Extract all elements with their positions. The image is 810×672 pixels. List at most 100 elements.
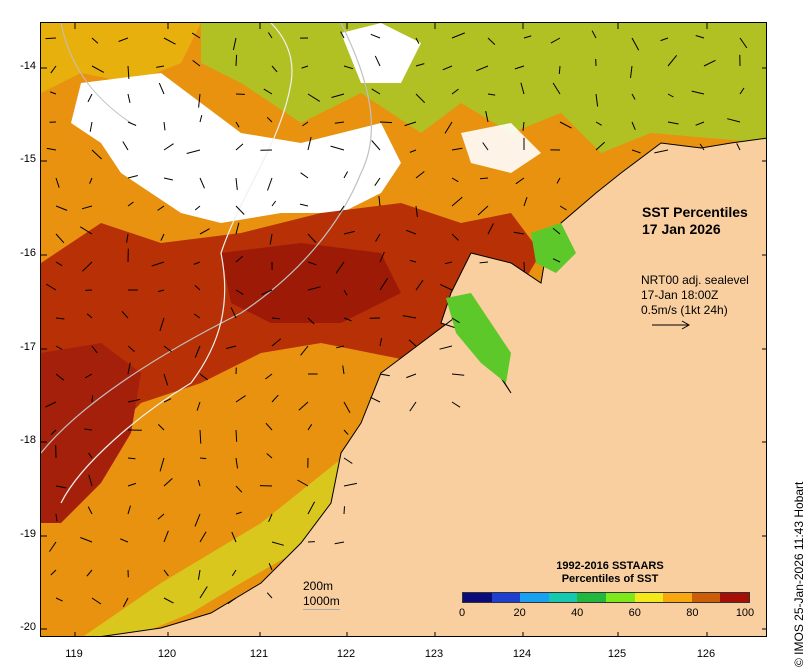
current-vector-arrow (271, 200, 277, 207)
current-vector-arrow (91, 37, 99, 44)
current-vector-arrow (415, 171, 425, 179)
current-vector-arrow (55, 205, 68, 211)
current-vector-arrow (415, 93, 426, 104)
current-vector-arrow (654, 149, 669, 154)
current-vector-arrow (334, 121, 345, 124)
current-vector-arrow (122, 597, 129, 608)
current-vector-arrow (199, 586, 208, 599)
contour-1000m (41, 23, 372, 454)
current-vector-arrow (595, 93, 599, 107)
cloud-mask (71, 73, 401, 223)
current-vector-arrow (514, 65, 525, 70)
current-vector-arrow (379, 278, 389, 291)
cloud-mask-east (461, 123, 541, 173)
current-vector-arrow (307, 424, 313, 431)
current-vector-arrow (631, 93, 636, 100)
current-vector-arrow (50, 65, 57, 74)
current-vector-arrow (300, 345, 309, 356)
current-vector-arrow (235, 429, 238, 442)
current-vector-arrow (727, 118, 741, 123)
current-vector-arrow (699, 143, 705, 151)
current-vector-arrow (334, 541, 345, 545)
sst-percentile-map (41, 23, 766, 636)
map-title: SST Percentiles 17 Jan 2026 (642, 204, 748, 238)
contour-200-label: 200m (303, 579, 334, 593)
colorbar-segment (548, 593, 578, 602)
colorbar-segment (491, 593, 521, 602)
lon-label: 122 (336, 648, 356, 660)
current-vector-arrow (80, 226, 93, 235)
current-vector-arrow (199, 177, 205, 189)
current-vector-arrow (50, 91, 57, 95)
current-vector-arrow (667, 54, 678, 67)
current-vector-arrow (193, 261, 201, 265)
current-vector-arrow (265, 373, 273, 380)
current-vector-arrow (513, 231, 525, 235)
current-vector-arrow (301, 65, 309, 69)
current-vector-arrow (343, 482, 357, 487)
current-vector-arrow (230, 307, 237, 319)
current-vector-arrow (194, 345, 201, 358)
current-vector-arrow (227, 597, 237, 605)
current-vector-arrow (451, 233, 459, 241)
current-vector-arrow (409, 149, 417, 153)
current-vector-arrow (158, 289, 165, 293)
current-vector-arrow (157, 424, 165, 431)
current-vector-arrow (194, 285, 201, 291)
current-vector-arrow (370, 396, 381, 403)
current-vector-arrow (451, 147, 463, 151)
inlet-region (531, 223, 576, 273)
current-vector-arrow (197, 479, 201, 487)
current-vector-arrow (477, 205, 489, 216)
current-vector-arrow (558, 65, 561, 74)
current-vector-arrow (703, 59, 716, 67)
current-vector-arrow (261, 289, 273, 296)
current-vector-arrow (451, 373, 465, 376)
current-vector-arrow (55, 513, 58, 522)
current-vector-arrow (406, 373, 417, 379)
colorbar-segment (463, 593, 492, 602)
current-vector-arrow (307, 317, 315, 325)
current-vector-arrow (302, 121, 309, 127)
current-vector-arrow (439, 283, 453, 291)
current-vector-arrow (46, 147, 57, 151)
current-vector-arrow (198, 93, 201, 108)
current-vector-arrow (343, 317, 352, 322)
current-vector-arrow (307, 233, 317, 243)
current-vector-arrow (415, 279, 424, 291)
current-vector-arrow (343, 289, 348, 296)
contour-north (60, 23, 132, 124)
current-vector-arrow (595, 141, 606, 151)
current-vector-arrow (335, 261, 345, 274)
yellow-sst-region (41, 23, 201, 93)
current-vector-arrow (695, 121, 705, 126)
current-vector-arrow (476, 65, 489, 72)
current-vector-arrow (263, 88, 273, 95)
current-vector-arrow (186, 149, 201, 154)
current-vector-arrow (163, 398, 172, 403)
current-vector-arrow (89, 121, 93, 132)
current-vector-arrow (55, 233, 65, 244)
vector-scale: 0.5m/s (1kt 24h) (641, 303, 728, 317)
current-vector-arrow (235, 255, 244, 263)
lat-label: -16 (20, 247, 36, 259)
current-vector-arrow (55, 345, 63, 350)
lat-label: -20 (20, 621, 36, 633)
estuary-region (446, 293, 511, 383)
current-vector-arrow (91, 345, 98, 354)
colorbar-segment (720, 593, 749, 602)
current-vector-arrow (336, 345, 345, 349)
current-vector-arrow (127, 345, 135, 352)
current-vector-arrow (375, 233, 381, 242)
current-vector-arrow (199, 373, 209, 381)
current-vector-arrow (307, 93, 321, 102)
current-vector-arrow (91, 149, 102, 160)
current-vector-arrow (231, 531, 237, 543)
current-vector-arrow (271, 541, 284, 546)
current-vector-arrow (235, 143, 244, 151)
current-vector-arrow (402, 315, 417, 319)
colorbar-segment (520, 593, 549, 602)
current-vector-arrow (89, 177, 93, 184)
current-vector-arrow (550, 37, 561, 44)
current-vector-arrow (330, 145, 345, 151)
